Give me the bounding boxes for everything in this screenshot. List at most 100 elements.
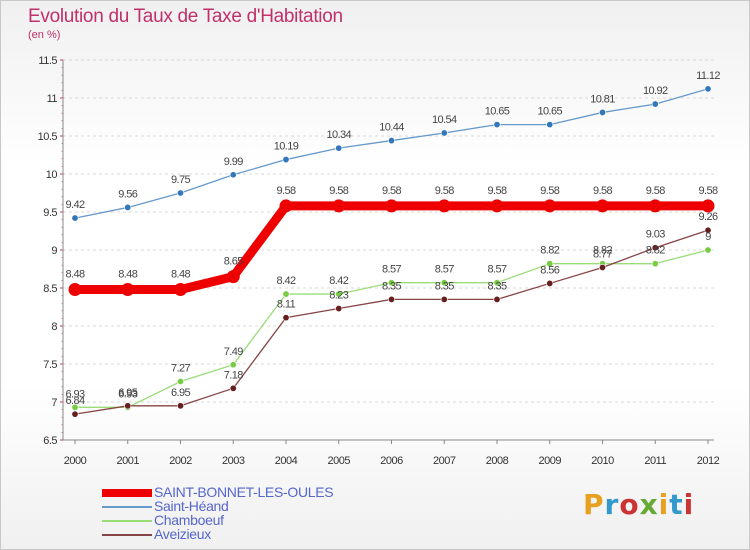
x-tick-label: 2001	[117, 455, 140, 467]
data-label: 8.82	[593, 245, 612, 257]
data-point	[282, 290, 290, 298]
x-tick-label: 2011	[644, 455, 666, 467]
series-line-0	[70, 201, 713, 295]
data-point	[282, 314, 290, 322]
data-point	[440, 129, 448, 137]
data-point	[490, 199, 504, 213]
data-point	[387, 279, 395, 287]
data-label: 10.44	[379, 122, 404, 134]
proxiti-logo: Proxiti	[583, 488, 694, 521]
y-tick-label: 10.5	[38, 131, 58, 143]
data-label: 9.03	[646, 229, 665, 241]
data-label: 9.99	[224, 156, 243, 168]
legend-swatch	[102, 534, 152, 536]
y-tick-label: 8	[51, 321, 57, 333]
x-tick-label: 2009	[539, 455, 562, 467]
legend-label: Saint-Héand	[154, 498, 229, 514]
data-label: 6.95	[118, 387, 137, 399]
data-label: 6.95	[171, 387, 190, 399]
data-point	[543, 199, 557, 213]
legend-swatch	[102, 506, 152, 508]
data-point	[71, 214, 79, 222]
y-tick-label: 11.5	[38, 55, 57, 67]
data-label: 8.42	[276, 275, 295, 287]
data-point	[437, 199, 451, 213]
y-tick-label: 10	[46, 169, 58, 181]
data-label: 8.48	[65, 269, 84, 281]
legend-swatch	[102, 489, 152, 497]
y-tick-label: 7	[51, 397, 57, 409]
data-label: 10.65	[537, 106, 562, 118]
data-point	[282, 156, 290, 164]
legend-label: Chamboeuf	[154, 512, 224, 528]
data-label: 10.34	[326, 129, 351, 141]
data-label: 9	[705, 231, 711, 243]
data-point	[174, 283, 187, 297]
x-tick-label: 2005	[328, 455, 351, 467]
y-tick-label: 9	[51, 245, 57, 257]
data-label: 8.35	[435, 280, 454, 292]
data-label: 8.57	[435, 264, 454, 276]
data-label: 8.65	[224, 256, 243, 268]
data-point	[387, 295, 395, 303]
data-point	[704, 85, 712, 93]
data-point	[226, 270, 240, 284]
data-point	[701, 199, 715, 213]
chart-subtitle: (en %)	[28, 29, 61, 41]
data-label: 6.84	[65, 395, 84, 407]
data-label: 11.12	[696, 70, 720, 82]
data-point	[596, 199, 609, 213]
data-label: 9.58	[329, 185, 348, 197]
data-point	[493, 279, 501, 287]
data-point	[493, 121, 501, 129]
x-tick-label: 2002	[169, 455, 192, 467]
y-tick-label: 11	[47, 93, 58, 105]
data-label: 9.58	[382, 185, 401, 197]
data-label: 9.42	[65, 199, 84, 211]
data-label: 9.26	[698, 211, 717, 223]
data-label: 8.56	[540, 264, 559, 276]
series-line-1	[74, 88, 709, 219]
y-tick-label: 7.5	[43, 359, 57, 371]
data-label: 7.49	[224, 346, 243, 358]
x-tick-label: 2003	[222, 455, 245, 467]
data-point	[704, 226, 712, 234]
data-point	[335, 290, 343, 298]
logo-letter: i	[683, 488, 695, 521]
data-point	[651, 244, 659, 252]
data-point	[229, 171, 237, 179]
data-point	[335, 144, 343, 152]
data-point	[124, 402, 132, 410]
data-point	[229, 361, 237, 369]
data-label: 7.18	[224, 369, 243, 381]
data-point	[177, 377, 185, 385]
data-point	[71, 403, 79, 411]
data-label: 8.35	[382, 280, 401, 292]
data-label: 8.11	[277, 299, 296, 311]
data-point	[177, 189, 185, 197]
data-point	[387, 137, 395, 145]
data-point	[493, 295, 501, 303]
data-point	[177, 402, 185, 410]
y-tick-label: 8.5	[43, 283, 57, 295]
data-label: 10.65	[485, 106, 510, 118]
data-label: 8.48	[171, 269, 190, 281]
legend-label: SAINT-BONNET-LES-OULES	[154, 484, 334, 500]
data-label: 6.93	[118, 388, 137, 400]
logo-letter: P	[583, 488, 605, 521]
x-tick-label: 2008	[486, 455, 509, 467]
data-point	[335, 305, 343, 313]
data-point	[440, 279, 448, 287]
data-label: 9.58	[487, 185, 506, 197]
data-point	[121, 283, 135, 297]
data-point	[651, 100, 659, 108]
data-label: 8.23	[329, 290, 348, 302]
y-tick-label: 6.5	[43, 435, 57, 447]
data-label: 10.92	[643, 85, 668, 97]
data-point	[651, 260, 659, 268]
data-label: 8.82	[540, 245, 559, 257]
data-point	[546, 260, 554, 268]
data-label: 10.54	[432, 114, 457, 126]
